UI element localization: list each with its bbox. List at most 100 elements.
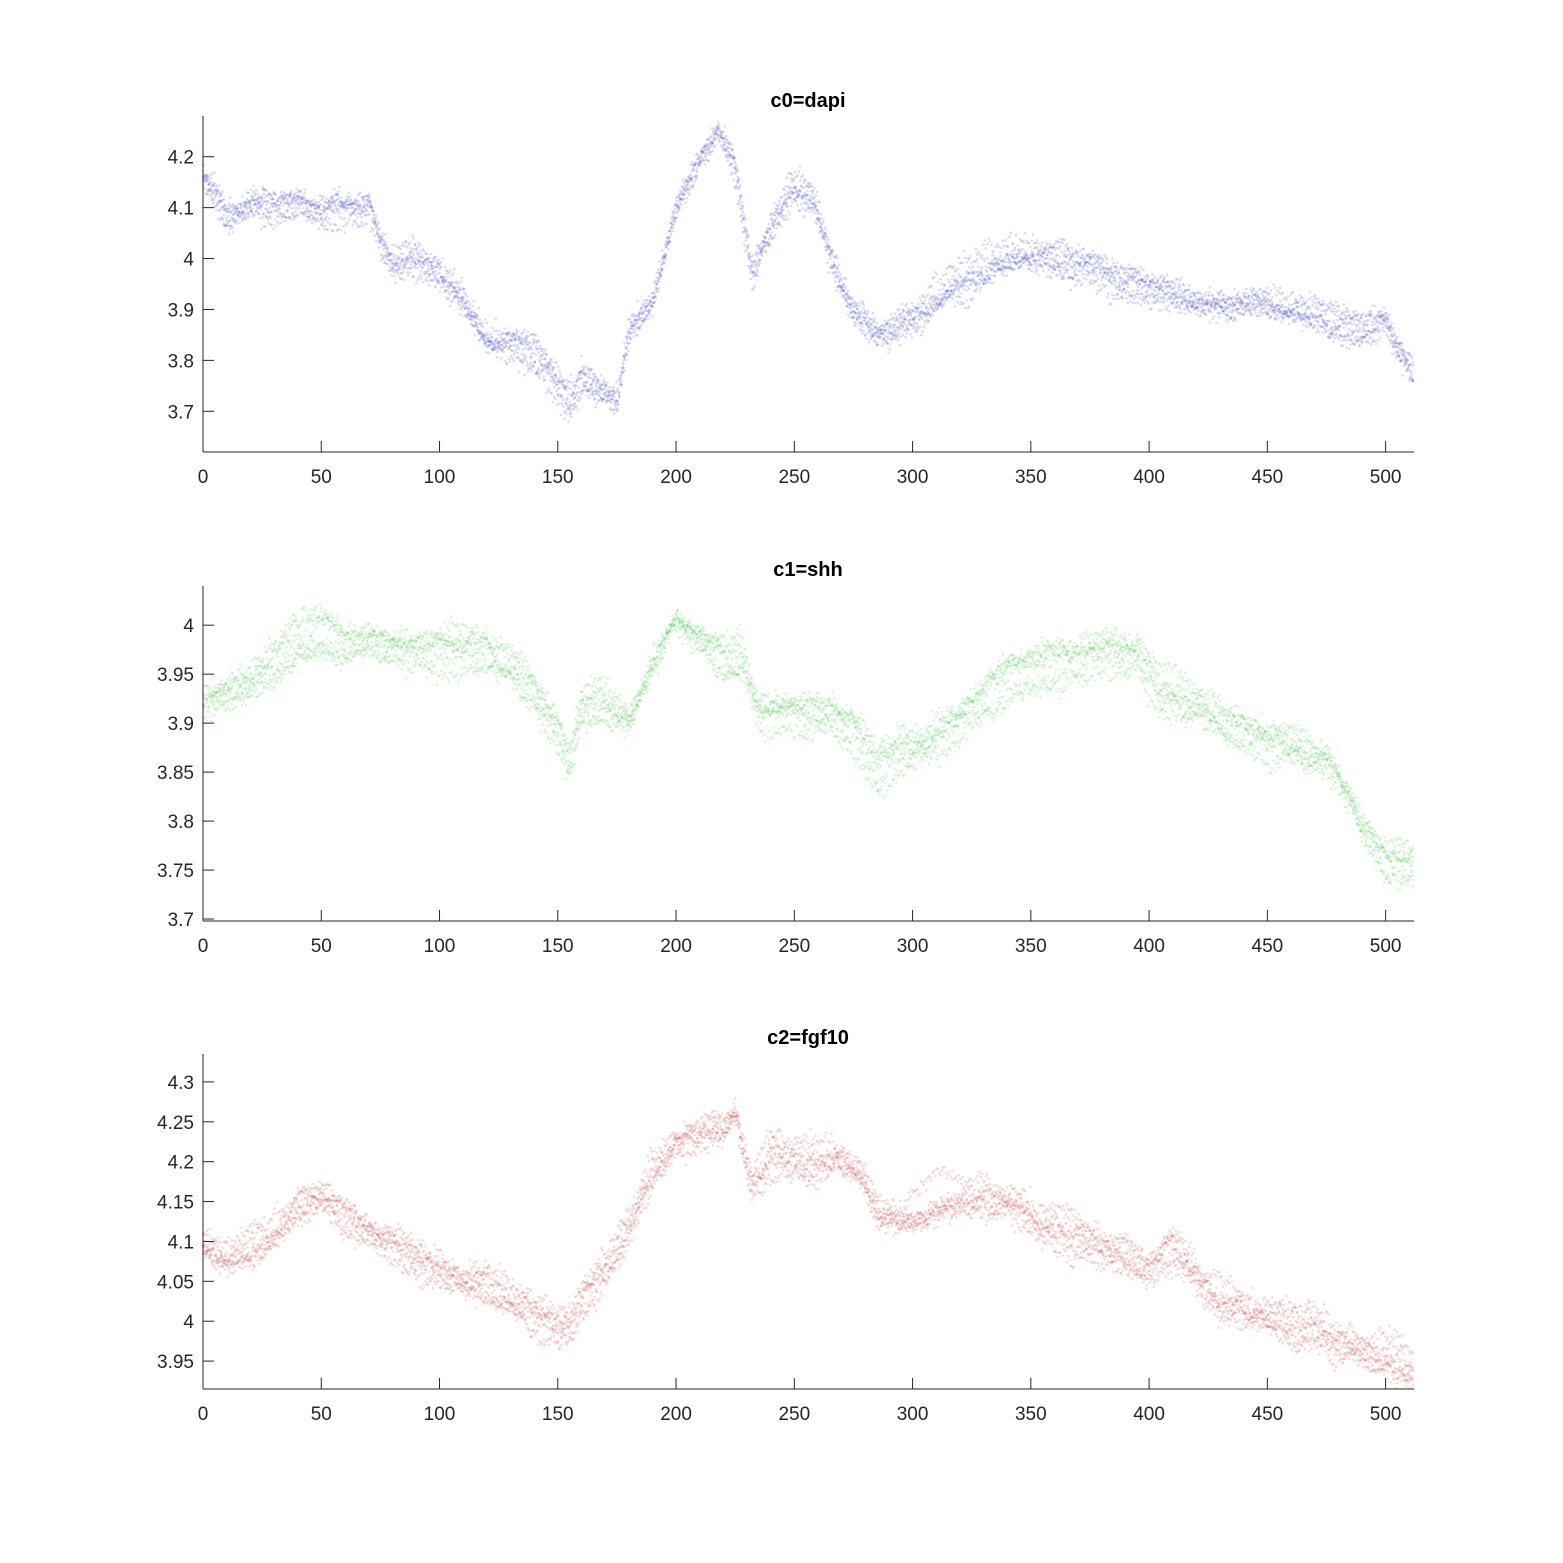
scatter-point <box>508 360 512 363</box>
scatter-point <box>1077 255 1080 258</box>
scatter-point <box>958 275 962 278</box>
scatter-point <box>295 194 299 197</box>
scatter-point <box>218 210 222 213</box>
scatter-point <box>1254 305 1257 309</box>
scatter-point <box>1320 325 1324 328</box>
scatter-point <box>651 296 655 300</box>
scatter-point <box>952 265 955 268</box>
scatter-point <box>918 325 922 328</box>
scatter-point <box>1368 335 1372 339</box>
scatter-point <box>329 205 332 208</box>
scatter-point <box>317 227 321 230</box>
scatter-point <box>324 217 327 220</box>
scatter-point <box>508 332 512 336</box>
scatter-point <box>502 350 505 354</box>
scatter-point <box>668 229 672 233</box>
scatter-point <box>1053 242 1057 245</box>
scatter-point <box>499 340 503 343</box>
scatter-point <box>455 285 459 288</box>
scatter-point <box>342 206 345 209</box>
scatter-point <box>231 231 235 234</box>
scatter-point <box>353 208 357 211</box>
scatter-point <box>598 391 602 394</box>
scatter-point <box>897 308 901 311</box>
scatter-point <box>516 351 520 355</box>
scatter-point <box>866 325 869 329</box>
scatter-point <box>637 327 641 330</box>
scatter-point <box>390 274 393 277</box>
scatter-point <box>381 254 384 258</box>
scatter-point <box>303 191 306 195</box>
scatter-point <box>1224 308 1227 312</box>
scatter-point <box>833 280 837 283</box>
scatter-point <box>1242 313 1245 317</box>
scatter-point <box>347 191 351 195</box>
scatter-point <box>400 258 404 262</box>
scatter-point <box>573 396 577 399</box>
scatter-point <box>606 381 609 384</box>
scatter-point <box>493 345 496 349</box>
scatter-point <box>1114 297 1118 301</box>
scatter-point <box>399 252 403 255</box>
scatter-point <box>337 190 340 193</box>
scatter-point <box>716 120 720 124</box>
scatter-point <box>1113 294 1117 297</box>
scatter-point <box>524 347 527 350</box>
scatter-point <box>465 295 469 298</box>
scatter-point <box>897 332 901 335</box>
scatter-point <box>796 190 799 193</box>
scatter-point <box>631 331 634 335</box>
scatter-point <box>1090 263 1093 266</box>
scatter-point <box>283 219 287 223</box>
scatter-point <box>1095 292 1098 296</box>
scatter-point <box>1222 312 1226 315</box>
scatter-point <box>1111 274 1114 278</box>
scatter-point <box>683 197 686 201</box>
scatter-point <box>672 211 676 215</box>
scatter-point <box>230 205 233 209</box>
scatter-point <box>435 281 439 285</box>
scatter-point <box>346 203 349 207</box>
scatter-point <box>464 307 468 311</box>
scatter-point <box>1074 267 1078 270</box>
scatter-point <box>815 222 819 226</box>
scatter-point <box>1208 285 1212 289</box>
scatter-point <box>533 360 536 364</box>
scatter-point <box>539 349 543 353</box>
scatter-point <box>469 322 473 326</box>
scatter-point <box>944 272 948 276</box>
scatter-point <box>430 264 434 268</box>
scatter-point <box>277 203 280 207</box>
scatter-point <box>547 370 551 374</box>
scatter-point <box>1137 285 1140 288</box>
scatter-point <box>1125 290 1128 293</box>
scatter-point <box>1354 309 1357 313</box>
scatter-point <box>1131 301 1135 304</box>
scatter-point <box>365 204 369 207</box>
scatter-point <box>260 227 263 230</box>
scatter-point <box>428 273 431 276</box>
scatter-point <box>333 188 336 191</box>
scatter-point <box>1039 248 1043 251</box>
scatter-point <box>438 265 442 268</box>
scatter-point <box>411 234 414 237</box>
scatter-point <box>478 321 482 325</box>
scatter-point <box>822 220 825 223</box>
scatter-point <box>703 145 707 149</box>
scatter-point <box>426 259 430 263</box>
scatter-point <box>602 397 605 401</box>
scatter-point <box>641 311 644 314</box>
scatter-point <box>1367 318 1370 322</box>
scatter-point <box>1351 310 1355 314</box>
scatter-point <box>253 192 257 195</box>
scatter-point <box>827 271 830 275</box>
scatter-point <box>286 198 289 202</box>
scatter-point <box>275 208 279 212</box>
scatter-point <box>265 208 269 211</box>
scatter-point <box>819 212 823 216</box>
scatter-point <box>248 202 252 206</box>
scatter-point <box>1333 328 1337 331</box>
scatter-point <box>438 290 442 294</box>
scatter-point <box>629 321 633 324</box>
scatter-point <box>1386 335 1390 339</box>
